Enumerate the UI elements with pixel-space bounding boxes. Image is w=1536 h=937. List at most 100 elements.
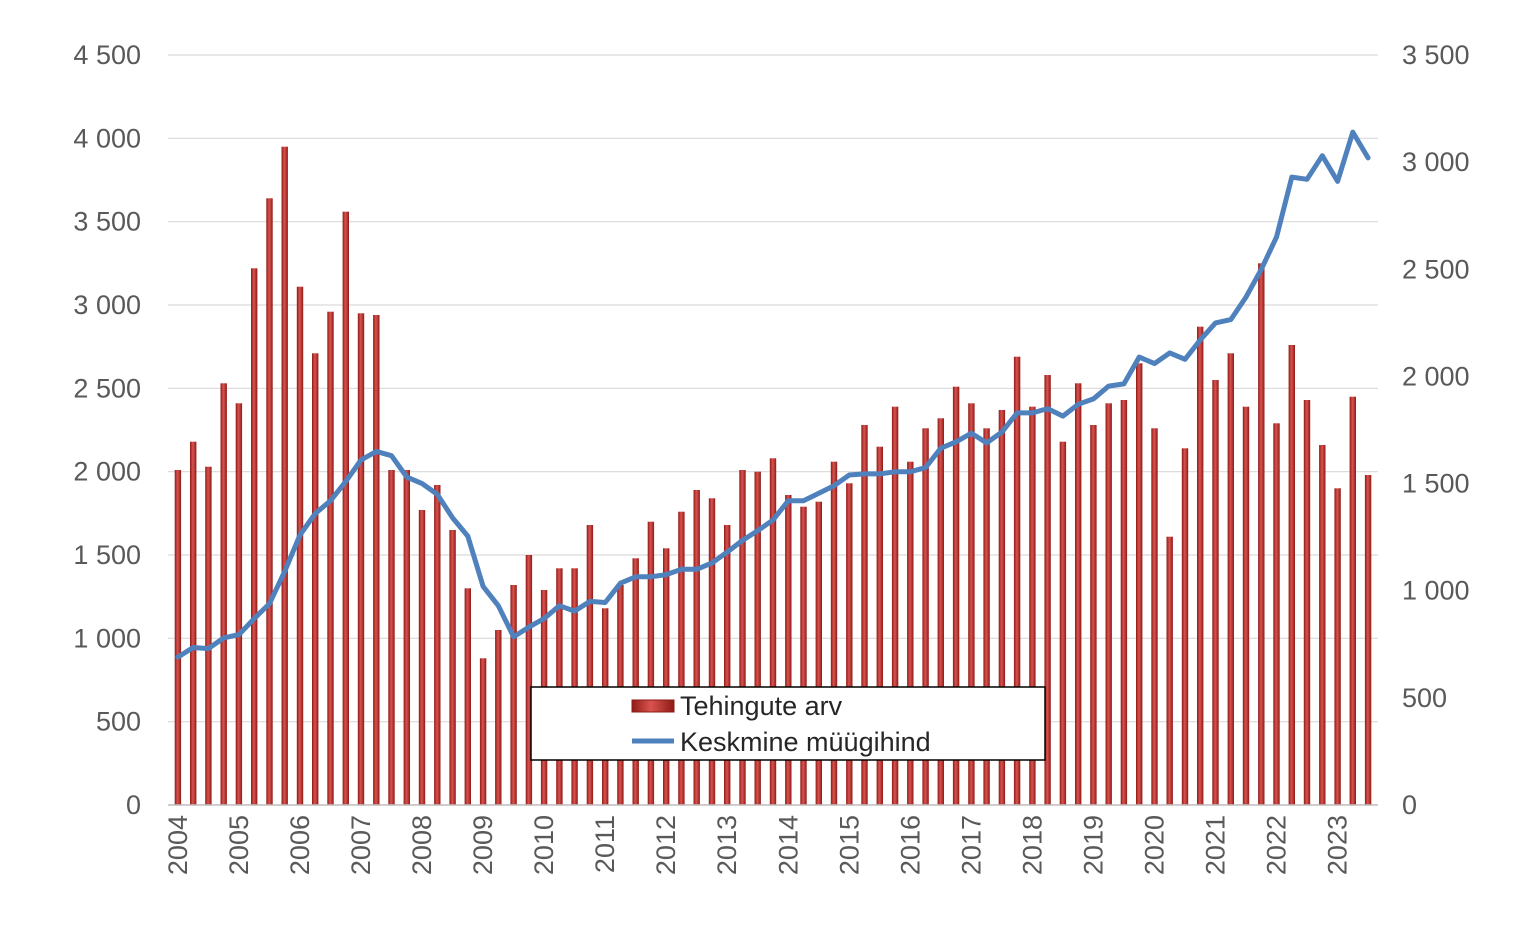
bar (1227, 353, 1234, 805)
bar (937, 418, 944, 805)
bar (1303, 400, 1311, 805)
y-left-tick-label: 1 000 (73, 623, 141, 653)
bar (327, 311, 334, 805)
bar (1044, 375, 1051, 805)
bar (251, 268, 258, 805)
y-left-tick-label: 3 000 (73, 290, 141, 320)
bar (205, 466, 212, 805)
bar (449, 530, 456, 805)
bar (388, 470, 395, 805)
bar (586, 525, 594, 805)
bar (403, 470, 410, 805)
legend-box (530, 686, 1046, 761)
bar (785, 495, 792, 805)
bar (998, 410, 1006, 805)
x-tick-label: 2006 (285, 815, 315, 875)
x-tick-label: 2007 (346, 815, 376, 875)
bar (663, 548, 670, 805)
bar (1166, 536, 1173, 805)
x-tick-label: 2019 (1078, 815, 1108, 875)
x-tick-label: 2015 (834, 815, 864, 875)
bar (434, 485, 441, 805)
y-axis-right: 0 500 1 000 1 500 2 000 2 500 3 000 3 500 (1402, 40, 1470, 820)
bar (220, 383, 227, 805)
bar (418, 510, 426, 805)
bar (1273, 423, 1280, 805)
x-tick-label: 2018 (1017, 815, 1047, 875)
bar (1364, 475, 1372, 805)
x-tick-label: 2010 (529, 815, 559, 875)
legend-label-bar: Tehingute arv (680, 691, 843, 721)
y-right-tick-label: 2 500 (1402, 254, 1470, 284)
bar (846, 483, 853, 805)
bar (983, 428, 990, 805)
legend-swatch-bar (631, 699, 675, 713)
y-right-tick-label: 1 000 (1402, 576, 1470, 606)
bar (861, 425, 868, 805)
y-left-tick-label: 3 500 (73, 207, 141, 237)
y-left-tick-label: 2 500 (73, 373, 141, 403)
legend-label-line: Keskmine müügihind (680, 727, 931, 757)
bar (693, 490, 700, 805)
y-left-tick-label: 500 (96, 707, 141, 737)
x-tick-label: 2021 (1200, 815, 1230, 875)
bar (754, 471, 761, 805)
bar (525, 555, 533, 805)
bar (724, 525, 731, 805)
y-right-tick-label: 3 000 (1402, 147, 1470, 177)
y-left-tick-label: 4 000 (73, 123, 141, 153)
x-tick-label: 2012 (651, 815, 681, 875)
bar (876, 446, 883, 805)
bar (1334, 488, 1341, 805)
bar (708, 498, 716, 805)
bar-series-tehingute-arv (174, 146, 1372, 806)
bar (1288, 345, 1295, 805)
bar (1319, 445, 1326, 805)
bar (907, 461, 914, 805)
bar (235, 403, 243, 805)
bar (1151, 428, 1158, 805)
bar (739, 470, 746, 805)
bar (1105, 403, 1112, 805)
bar (296, 286, 304, 805)
bar (495, 630, 502, 805)
x-tick-label: 2011 (590, 815, 620, 873)
bar (174, 470, 182, 805)
bar (1059, 441, 1067, 805)
legend: Tehingute arv Keskmine müügihind (530, 686, 1046, 761)
bar (190, 441, 197, 805)
bar (1242, 406, 1250, 805)
bar (1029, 406, 1036, 805)
bar (891, 406, 899, 805)
bar (1181, 448, 1189, 805)
bar (678, 511, 685, 805)
y-left-tick-label: 1 500 (73, 540, 141, 570)
bar (1197, 326, 1204, 805)
bar (464, 588, 471, 805)
bar (1258, 263, 1265, 805)
bar (815, 501, 822, 805)
bar (373, 315, 380, 805)
bar (1090, 425, 1097, 805)
bar (510, 585, 517, 805)
x-tick-label: 2009 (468, 815, 498, 875)
bar (968, 403, 975, 805)
x-tick-label: 2013 (712, 815, 742, 875)
y-left-tick-label: 2 000 (73, 457, 141, 487)
bar (1136, 363, 1143, 805)
x-axis: 2004 2005 2006 2007 2008 2009 2010 2011 2012 2013… (163, 804, 1378, 875)
bar (922, 428, 929, 805)
x-tick-label: 2020 (1139, 815, 1169, 875)
x-tick-label: 2022 (1262, 815, 1292, 875)
bar (281, 146, 288, 805)
bar (1120, 400, 1128, 805)
bar (479, 658, 487, 805)
bar (830, 461, 838, 805)
y-left-tick-label: 0 (126, 790, 141, 820)
x-tick-label: 2008 (407, 815, 437, 875)
bar (357, 313, 365, 805)
y-right-tick-label: 500 (1402, 683, 1447, 713)
bar (769, 458, 777, 805)
x-tick-label: 2014 (773, 815, 803, 875)
